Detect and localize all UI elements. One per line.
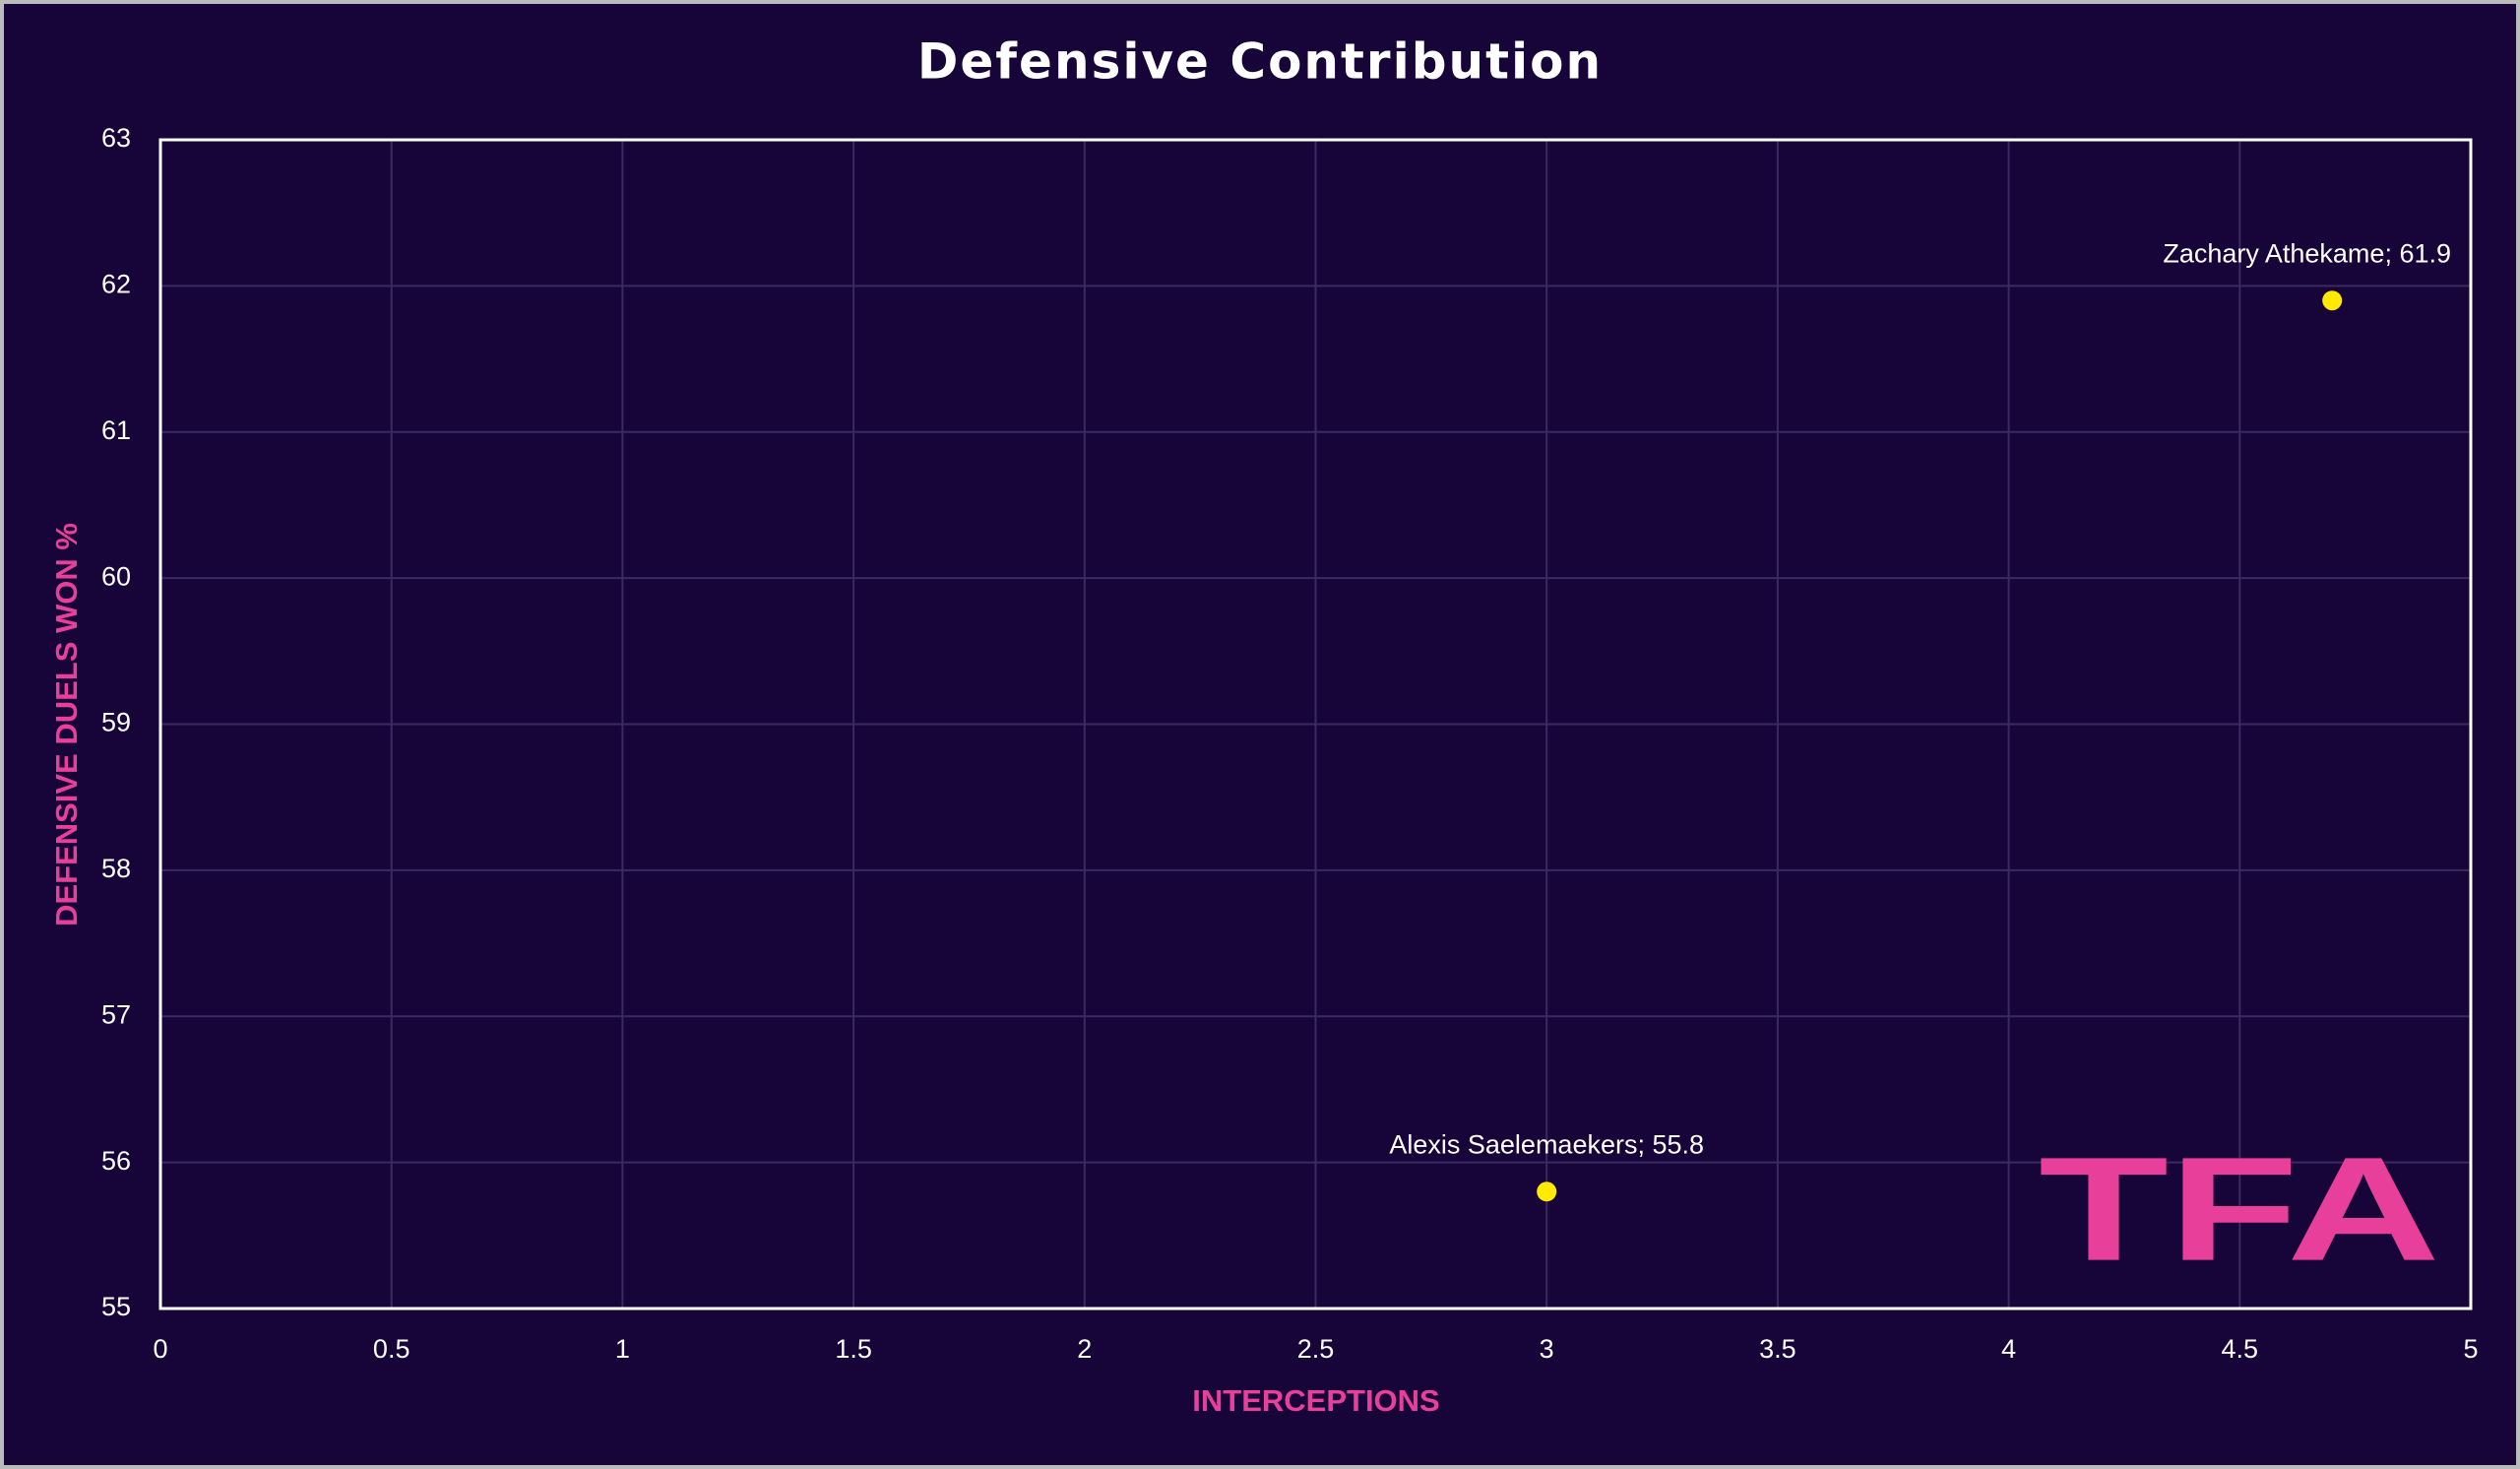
y-tick-label: 62	[101, 270, 131, 299]
y-tick-label: 60	[101, 561, 131, 591]
y-tick-label: 55	[101, 1292, 131, 1321]
x-tick-label: 0.5	[373, 1334, 410, 1364]
x-tick-label: 0	[153, 1334, 167, 1364]
y-tick-label: 58	[101, 854, 131, 883]
x-axis-label: INTERCEPTIONS	[1192, 1383, 1439, 1418]
chart-title: Defensive Contribution	[917, 33, 1603, 91]
plot-border	[158, 138, 2473, 1310]
x-tick-label: 4.5	[2222, 1334, 2259, 1364]
y-tick-label: 57	[101, 999, 131, 1029]
x-tick-label: 3	[1540, 1334, 1554, 1364]
y-tick-label: 59	[101, 708, 131, 737]
x-tick-label: 2	[1077, 1334, 1092, 1364]
x-tick-label: 1.5	[835, 1334, 872, 1364]
y-tick-label: 56	[101, 1146, 131, 1176]
watermark: TFA	[2039, 1126, 2440, 1292]
data-label: Alexis Saelemaekers; 55.8	[1389, 1129, 1704, 1159]
y-tick-label: 61	[101, 415, 131, 445]
point	[2322, 290, 2343, 311]
x-tick-label: 3.5	[1759, 1334, 1796, 1364]
y-tick-label: 63	[101, 123, 131, 153]
x-tick-label: 2.5	[1297, 1334, 1335, 1364]
y-axis-label: DEFENSIVE DUELS WON %	[49, 523, 84, 926]
x-tick-label: 5	[2463, 1334, 2478, 1364]
data-label: Zachary Athekame; 61.9	[2163, 238, 2451, 268]
x-tick-label: 4	[2001, 1334, 2016, 1364]
x-tick-label: 1	[615, 1334, 630, 1364]
point	[1537, 1182, 1557, 1202]
